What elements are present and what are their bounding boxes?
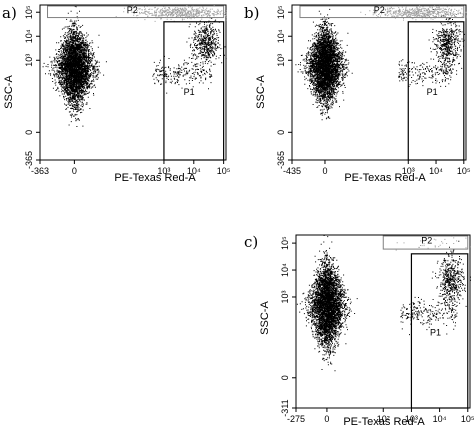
y-tick-label: 10³ <box>280 290 290 303</box>
plot-frame <box>39 4 227 161</box>
population-dots <box>152 17 227 94</box>
x-tick-label: -275 <box>287 414 305 424</box>
y-tick-label: -311 <box>280 399 290 416</box>
event-dots <box>42 5 227 127</box>
gate-label-p1: P1 <box>184 87 195 97</box>
panel-3: c) P1 P2 -275 0 10² 10³ 10⁴ 10⁵ -311 0 10³ 10⁴ 10⁵ PE-… <box>244 233 474 428</box>
y-tick-label: 0 <box>24 130 34 135</box>
x-axis-title: PE-Texas Red-A <box>344 172 426 184</box>
x-tick-label: 0 <box>322 166 327 176</box>
y-tick-label: 0 <box>276 130 286 135</box>
y-axis-title: SSC-A <box>255 75 267 109</box>
y-tick-label: -365 <box>24 151 34 169</box>
population-dots <box>360 5 467 21</box>
x-tick-label: 10³ <box>405 414 418 424</box>
gate-p2 <box>382 235 469 250</box>
panel-letter: b) <box>244 4 259 22</box>
y-axis-title: SSC-A <box>259 301 271 335</box>
y-tick-label: 10⁵ <box>276 5 286 19</box>
x-tick-label: -435 <box>283 166 301 176</box>
plot-frame <box>291 4 467 161</box>
population-dots <box>295 5 353 121</box>
y-tick-label: 10³ <box>276 54 286 67</box>
x-tick-label: 10⁴ <box>429 166 443 176</box>
x-axis-title: PE-Texas Red-A <box>343 416 425 428</box>
population-dots <box>400 240 471 336</box>
gate-p2 <box>299 5 465 19</box>
y-tick-label: 10⁵ <box>280 236 290 250</box>
x-tick-label: -363 <box>31 166 49 176</box>
y-tick-label: 10⁴ <box>24 29 34 43</box>
x-tick-label: 10⁴ <box>187 166 201 176</box>
x-tick-label: 10⁵ <box>461 414 474 424</box>
y-tick-label: 10⁴ <box>276 29 286 43</box>
population-dots <box>395 235 471 251</box>
population-dots <box>115 5 227 22</box>
event-dots <box>295 5 467 121</box>
y-tick-label: 0 <box>280 375 290 380</box>
x-tick-label: 10² <box>377 414 390 424</box>
x-tick-label: 10⁵ <box>217 166 231 176</box>
x-tick-label: 0 <box>324 414 329 424</box>
x-tick-label: 10³ <box>157 166 170 176</box>
gate-label-p2: P2 <box>374 5 385 15</box>
y-tick-label: 10⁵ <box>24 5 34 19</box>
panel-letter: c) <box>244 233 258 251</box>
population-dots <box>398 5 465 87</box>
panel-letter: a) <box>2 4 17 22</box>
panel-2: b) P1 P2 -435 0 10³ 10⁴ 10⁵ -365 0 10³ 10⁴ 10⁵ PE-Tex… <box>244 4 471 184</box>
gate-label-p1: P1 <box>430 328 441 338</box>
gate-label-p2: P2 <box>421 236 432 246</box>
y-axis-title: SSC-A <box>3 75 15 109</box>
gate-label-p1: P1 <box>427 87 438 97</box>
event-dots <box>296 235 471 372</box>
gate-p2 <box>47 5 225 19</box>
population-dots <box>42 5 107 127</box>
gate-label-p2: P2 <box>127 5 138 15</box>
y-tick-label: 10³ <box>24 54 34 67</box>
population-dots <box>296 235 358 372</box>
x-tick-label: 10⁴ <box>433 414 447 424</box>
y-tick-label: -365 <box>276 151 286 169</box>
y-tick-label: 10⁴ <box>280 263 290 277</box>
x-axis-title: PE-Texas Red-A <box>114 172 196 184</box>
x-tick-label: 10⁵ <box>457 166 471 176</box>
x-tick-label: 10³ <box>402 166 415 176</box>
panel-1: a) P1 P2 -363 0 10³ 10⁴ 10⁵ -365 0 10³ 10⁴ 10⁵ PE-Tex… <box>2 4 231 184</box>
x-tick-label: 0 <box>72 166 77 176</box>
